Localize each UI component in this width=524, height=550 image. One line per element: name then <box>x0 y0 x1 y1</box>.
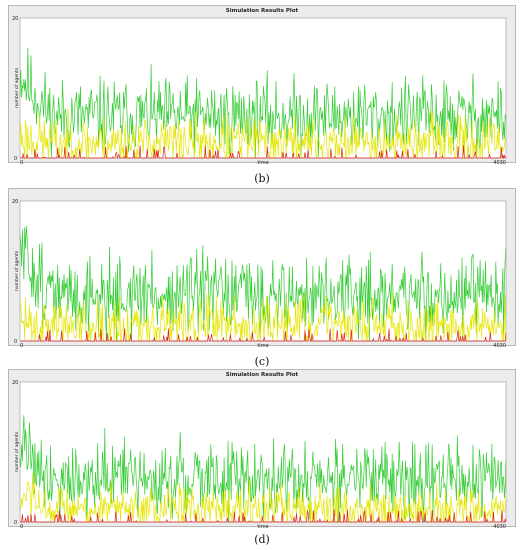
plot-area-c: 20 00 4030 time number of agents <box>12 199 507 347</box>
y-tick-label: 0 <box>14 520 17 526</box>
y-tick-label: 20 <box>12 16 18 22</box>
series-line-1 <box>19 415 507 523</box>
caption-c: (c) <box>254 355 270 368</box>
plot-title: Simulation Results Plot <box>225 8 299 14</box>
x-tick-label: 4030 <box>493 343 506 347</box>
plot-area-d: 20 00 4030 time number of agents <box>12 380 507 528</box>
x-axis-label: time <box>257 524 268 528</box>
y-axis-label: number of agents <box>14 250 20 291</box>
series-line-3 <box>19 145 506 160</box>
plot-panel-c: 20 0 0 4030 time number of agents <box>8 188 516 347</box>
series-line-1 <box>19 225 507 342</box>
caption-b: (b) <box>254 172 270 185</box>
x-axis-label: time <box>257 343 268 347</box>
y-axis-label: number of agents <box>14 431 20 472</box>
series-line-2 <box>19 107 507 159</box>
x-tick-label: 0 <box>20 160 23 164</box>
series-line-3 <box>20 509 507 524</box>
y-tick-label: 20 <box>12 380 18 386</box>
y-axis-label: number of agents <box>14 67 20 108</box>
plot-area-b: 20 00 4030 time number of agents <box>12 16 507 164</box>
y-tick-label: 0 <box>14 156 17 162</box>
series-line-2 <box>19 472 507 524</box>
plot-panel-d: Simulation Results Plot 20 0 0 4030 time numb… <box>8 369 516 528</box>
caption-d: (d) <box>254 533 270 546</box>
x-tick-label: 0 <box>20 343 23 347</box>
plot-title: Simulation Results Plot <box>225 372 299 378</box>
series-line-1 <box>19 47 507 159</box>
y-tick-label: 20 <box>12 199 18 205</box>
x-tick-label: 0 <box>20 524 23 528</box>
x-tick-label: 4030 <box>493 524 506 528</box>
plot-panel-b: Simulation Results Plot 20 0 0 4030 time numb… <box>8 5 516 164</box>
series-line-2 <box>19 293 507 343</box>
y-tick-label: 0 <box>14 339 17 345</box>
series-line-3 <box>20 328 507 342</box>
x-axis-label: time <box>257 160 268 164</box>
x-tick-label: 4030 <box>493 160 506 164</box>
